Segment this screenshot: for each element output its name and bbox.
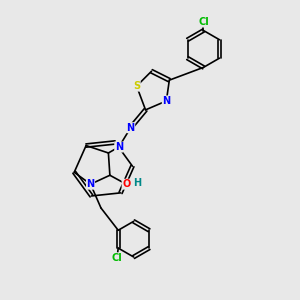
Text: O: O (122, 179, 130, 189)
Text: N: N (115, 142, 123, 152)
Text: N: N (127, 123, 135, 133)
Text: N: N (162, 96, 170, 106)
Text: H: H (134, 178, 142, 188)
Text: S: S (133, 81, 140, 91)
Text: Cl: Cl (198, 17, 209, 27)
Text: Cl: Cl (111, 253, 122, 262)
Text: N: N (86, 179, 94, 189)
